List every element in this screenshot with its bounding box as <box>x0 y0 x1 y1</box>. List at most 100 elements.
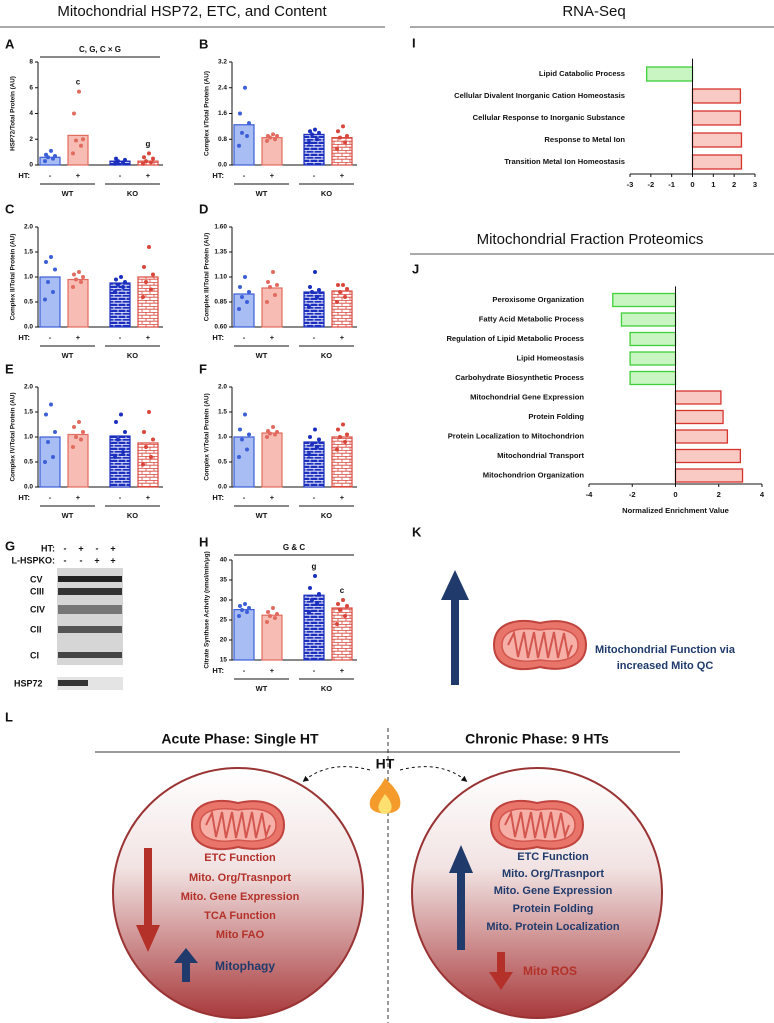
phase-title: Chronic Phase: 9 HTs <box>465 731 609 747</box>
data-point <box>317 288 321 292</box>
band-label: CIV <box>30 604 45 614</box>
category-label: Fatty Acid Metabolic Process <box>479 315 584 324</box>
y-tick-label: 1.60 <box>214 224 227 231</box>
bar <box>109 435 131 488</box>
data-point <box>74 435 78 439</box>
data-point <box>345 287 349 291</box>
data-point <box>310 598 314 602</box>
data-point <box>123 430 127 434</box>
data-point <box>243 412 247 417</box>
data-point <box>247 606 251 610</box>
data-point <box>313 574 317 578</box>
data-point <box>53 267 57 272</box>
bar <box>261 137 283 166</box>
model-text: increased Mito QC <box>617 660 714 672</box>
data-point <box>308 129 312 134</box>
group-label: WT <box>62 511 74 520</box>
y-axis-label: Complex II/Total Protein (AU) <box>10 234 17 321</box>
ht-sign: - <box>313 333 316 342</box>
category-label: Mitochondrion Organization <box>483 471 585 480</box>
category-label: Lipid Homeostasis <box>516 354 584 363</box>
bar <box>233 436 255 488</box>
x-tick-label: 2 <box>717 490 721 499</box>
bar <box>691 154 743 170</box>
group-label: WT <box>256 351 268 360</box>
ht-label: HT: <box>212 333 224 342</box>
data-point <box>46 280 50 284</box>
y-tick-label: 0.85 <box>214 299 227 306</box>
data-point <box>307 305 311 309</box>
blot-band <box>58 680 88 686</box>
mitochondrion <box>190 799 286 851</box>
data-point <box>310 290 314 294</box>
data-point <box>341 422 345 427</box>
y-tick-label: 1.5 <box>24 249 33 256</box>
bar <box>629 351 677 366</box>
data-point <box>271 270 275 274</box>
y-tick-label: 0.0 <box>218 162 227 169</box>
band-label: HSP72 <box>14 678 43 688</box>
bar <box>303 291 325 328</box>
ht-label: HT: <box>212 493 224 502</box>
y-tick-label: 1.0 <box>24 434 33 441</box>
data-point <box>113 161 117 166</box>
y-tick-label: 6 <box>29 84 33 91</box>
data-point <box>268 285 272 289</box>
data-point <box>317 130 321 135</box>
significance-letter: c <box>340 586 345 595</box>
category-label: Response to Metal Ion <box>544 135 625 144</box>
y-tick-label: 1.0 <box>218 434 227 441</box>
ht-sign: + <box>146 333 151 342</box>
data-point <box>313 127 317 132</box>
data-point <box>317 437 321 442</box>
data-point <box>240 295 244 299</box>
data-point <box>243 275 247 279</box>
y-tick-label: 2.0 <box>218 384 227 391</box>
data-point <box>240 130 244 135</box>
data-point <box>44 152 48 157</box>
data-point <box>74 277 78 282</box>
band-label: CV <box>30 574 43 584</box>
ht-sign: + <box>270 493 275 502</box>
mitochondrion <box>489 799 585 851</box>
bar <box>233 608 255 661</box>
x-tick-label: -3 <box>627 180 634 189</box>
y-tick-label: 0.5 <box>24 459 33 466</box>
y-tick-label: 4 <box>29 110 33 117</box>
data-point <box>247 290 251 294</box>
data-point <box>247 121 251 126</box>
panel-letter: H <box>199 534 208 549</box>
y-tick-label: 1.35 <box>214 249 227 256</box>
ht-label: HT: <box>212 171 224 180</box>
y-axis-label: Complex V/Total Protein (AU) <box>204 393 211 480</box>
ht-sign: + <box>270 666 275 675</box>
bar <box>674 390 722 405</box>
data-point <box>119 275 123 279</box>
x-tick-label: 2 <box>732 180 736 189</box>
significance-letter: g <box>312 562 317 571</box>
y-tick-label: 15 <box>220 657 228 664</box>
model-panel: K Mitochondrial Function via increased M… <box>412 524 736 685</box>
bar <box>303 441 325 488</box>
panel-letter: A <box>5 36 15 51</box>
up-arrow <box>449 845 473 950</box>
blot-sign: - <box>96 543 99 553</box>
y-axis-label: Complex IV/Total Protein (AU) <box>10 392 17 481</box>
data-point <box>315 602 319 606</box>
x-tick-label: -1 <box>668 180 676 189</box>
data-point <box>308 435 312 439</box>
y-tick-label: 0 <box>29 162 33 169</box>
y-tick-label: 0.0 <box>24 324 33 331</box>
data-point <box>335 622 339 626</box>
chronic-item: Mito ROS <box>523 964 577 978</box>
data-point <box>151 272 155 277</box>
chronic-item: Mito. Protein Localization <box>486 921 620 933</box>
y-tick-label: 0.5 <box>218 459 227 466</box>
data-point <box>338 290 342 294</box>
bar <box>109 282 131 328</box>
category-label: Regulation of Lipid Metabolic Process <box>446 334 584 343</box>
ht-label: HT: <box>18 171 30 180</box>
band-label: CI <box>30 650 39 660</box>
data-point <box>77 270 81 274</box>
y-tick-label: 0.60 <box>214 324 227 331</box>
